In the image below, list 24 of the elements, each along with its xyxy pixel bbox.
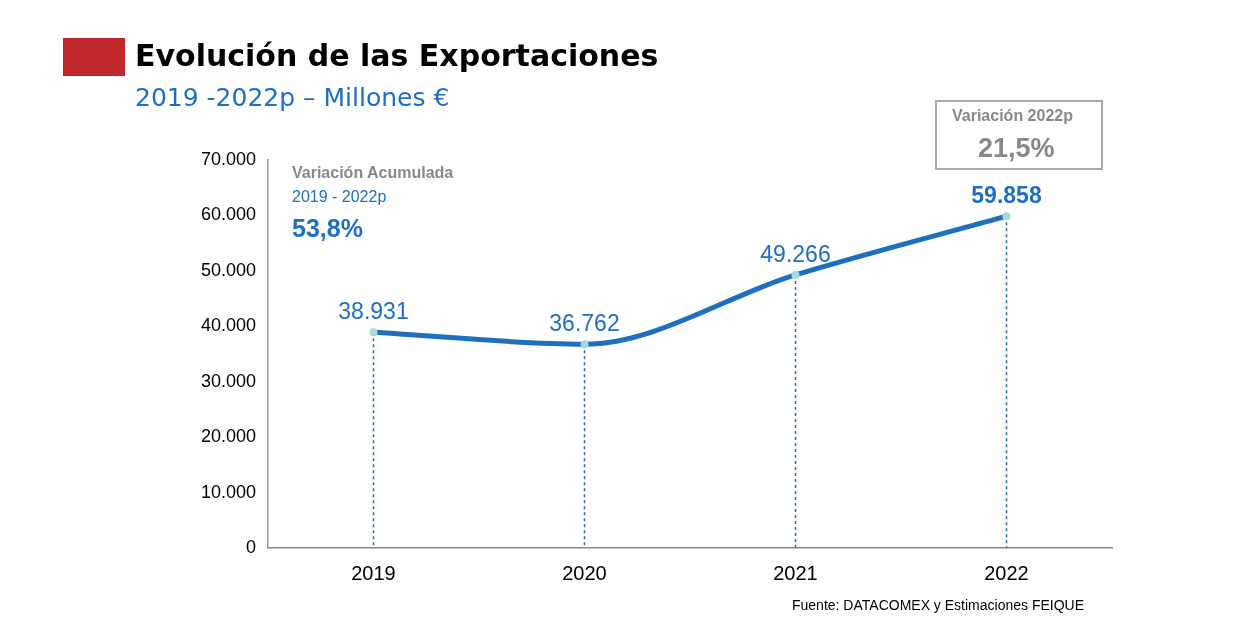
x-tick-label: 2022 [984, 561, 1029, 584]
y-tick-label: 40.000 [200, 315, 256, 336]
x-tick-label: 2020 [562, 561, 607, 584]
data-label: 36.762 [549, 310, 620, 337]
x-tick-label: 2019 [351, 561, 396, 584]
x-tick-label: 2021 [773, 561, 818, 584]
data-label: 38.931 [338, 298, 409, 325]
annotation: 53,8% [292, 214, 363, 243]
y-tick-label: 10.000 [200, 481, 256, 502]
annotation: 2019 - 2022p [292, 188, 387, 206]
chart-subtitle: 2019 -2022p – Millones € [135, 83, 450, 112]
annotation: 21,5% [978, 133, 1055, 164]
y-tick-label: 50.000 [200, 259, 256, 280]
data-label: 49.266 [760, 240, 831, 267]
chart-title: Evolución de las Exportaciones [135, 38, 659, 73]
annotation: Variación Acumulada [292, 164, 454, 182]
y-tick-label: 60.000 [200, 204, 256, 225]
y-tick-label: 20.000 [200, 426, 256, 447]
y-tick-label: 70.000 [200, 148, 256, 169]
data-label: 59.858 [971, 182, 1042, 209]
text: Variación 2022p [952, 107, 1073, 125]
y-tick-label: 30.000 [200, 370, 256, 391]
source-note: Fuente: DATACOMEX y Estimaciones FEIQUE [792, 597, 1085, 613]
y-tick-label: 0 [245, 536, 256, 557]
